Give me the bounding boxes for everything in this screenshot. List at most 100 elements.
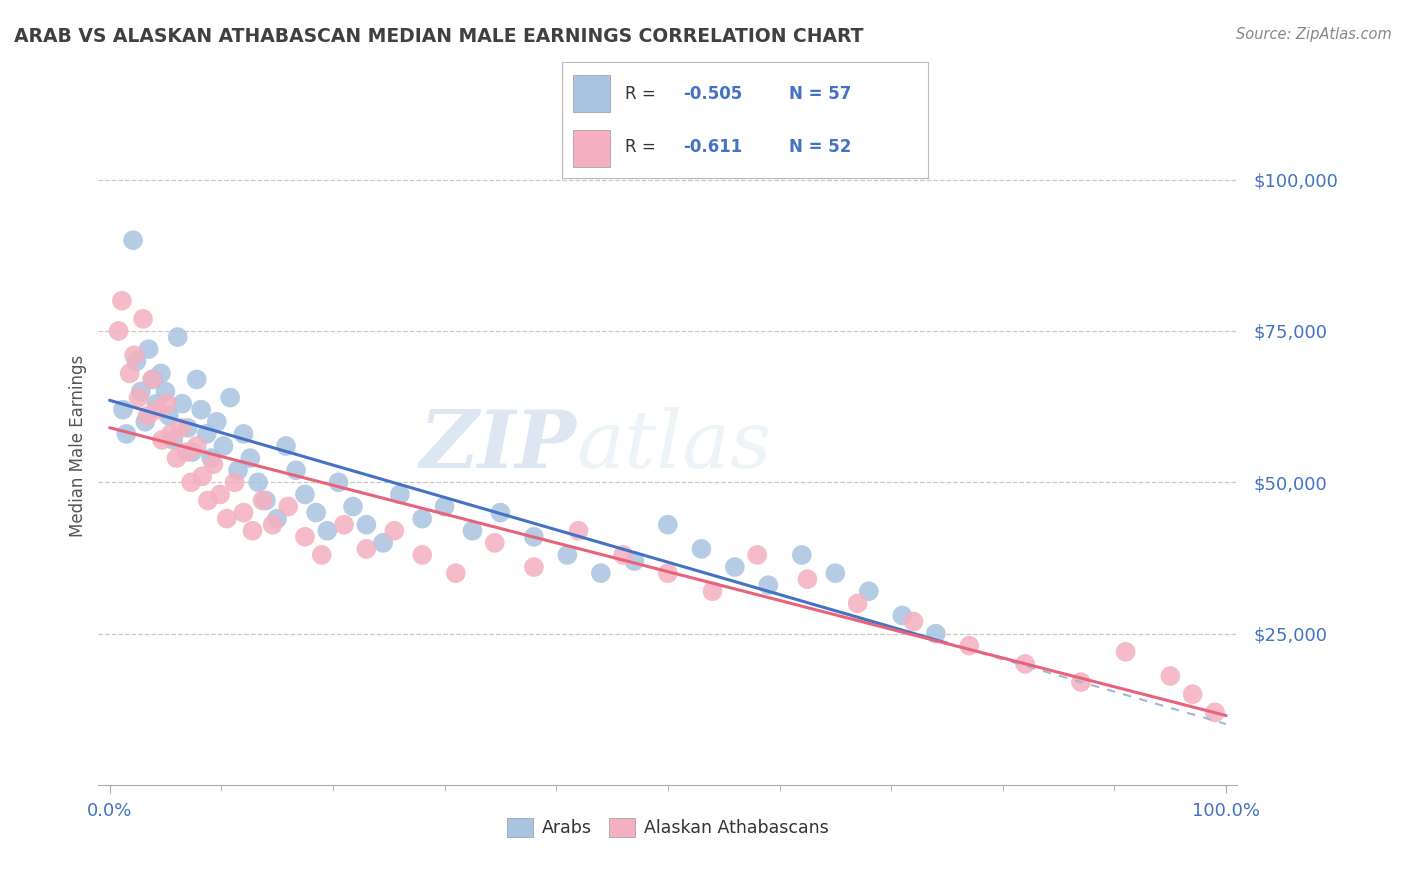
Point xyxy=(111,293,134,308)
Point xyxy=(333,517,356,532)
Point xyxy=(146,402,169,417)
Point xyxy=(846,596,869,610)
Point xyxy=(411,548,433,562)
Point xyxy=(371,536,394,550)
Point xyxy=(122,348,145,362)
Point xyxy=(177,421,200,435)
Point xyxy=(444,566,467,581)
Point xyxy=(523,560,546,574)
Point xyxy=(262,517,284,532)
Point xyxy=(523,530,546,544)
Point xyxy=(142,372,165,386)
Point xyxy=(589,566,612,581)
Point xyxy=(197,493,219,508)
Point xyxy=(1181,687,1204,701)
Point xyxy=(1115,645,1137,659)
Point xyxy=(190,402,212,417)
Point xyxy=(557,548,579,562)
Point xyxy=(305,506,328,520)
Text: ARAB VS ALASKAN ATHABASCAN MEDIAN MALE EARNINGS CORRELATION CHART: ARAB VS ALASKAN ATHABASCAN MEDIAN MALE E… xyxy=(14,27,863,45)
Point xyxy=(484,536,506,550)
Point xyxy=(489,506,512,520)
Point xyxy=(252,493,274,508)
Point xyxy=(195,426,218,441)
Point xyxy=(294,530,316,544)
FancyBboxPatch shape xyxy=(574,75,610,112)
Point xyxy=(382,524,405,538)
Text: N = 52: N = 52 xyxy=(789,138,852,156)
Point xyxy=(1204,706,1226,720)
Point xyxy=(205,415,228,429)
Point xyxy=(623,554,645,568)
Point xyxy=(433,500,456,514)
Point xyxy=(316,524,339,538)
Point xyxy=(215,511,238,525)
Text: R =: R = xyxy=(624,85,661,103)
Point xyxy=(796,572,818,586)
Point xyxy=(724,560,747,574)
Point xyxy=(209,487,232,501)
Point xyxy=(239,451,262,466)
Text: ZIP: ZIP xyxy=(420,408,576,484)
Point xyxy=(166,330,188,344)
Point xyxy=(657,517,679,532)
Point xyxy=(162,433,184,447)
Point xyxy=(128,391,150,405)
Point xyxy=(176,445,198,459)
Point xyxy=(129,384,152,399)
Point xyxy=(157,409,180,423)
Point xyxy=(212,439,235,453)
Point xyxy=(925,626,948,640)
Point xyxy=(1014,657,1036,671)
Point xyxy=(200,451,222,466)
Legend: Arabs, Alaskan Athabascans: Arabs, Alaskan Athabascans xyxy=(501,811,835,844)
Point xyxy=(141,372,163,386)
Point xyxy=(356,517,378,532)
Point xyxy=(136,409,159,423)
FancyBboxPatch shape xyxy=(574,129,610,167)
Point xyxy=(191,469,214,483)
Point xyxy=(858,584,880,599)
Point xyxy=(277,500,299,514)
Point xyxy=(134,415,156,429)
Point xyxy=(567,524,589,538)
Point xyxy=(790,548,813,562)
Point xyxy=(657,566,679,581)
Point xyxy=(155,396,177,410)
Point xyxy=(150,433,173,447)
Point xyxy=(891,608,914,623)
Point xyxy=(138,342,160,356)
Point xyxy=(166,451,188,466)
Point xyxy=(186,439,208,453)
Point xyxy=(311,548,333,562)
Point xyxy=(125,354,148,368)
Point xyxy=(226,463,249,477)
Point xyxy=(155,384,177,399)
Text: N = 57: N = 57 xyxy=(789,85,852,103)
Point xyxy=(824,566,846,581)
Text: atlas: atlas xyxy=(576,408,772,484)
Point xyxy=(1159,669,1181,683)
Text: -0.611: -0.611 xyxy=(683,138,742,156)
Point xyxy=(149,367,172,381)
Point xyxy=(181,445,204,459)
Point xyxy=(202,457,225,471)
Point xyxy=(903,615,925,629)
Point xyxy=(122,233,145,247)
Text: Source: ZipAtlas.com: Source: ZipAtlas.com xyxy=(1236,27,1392,42)
Point xyxy=(612,548,634,562)
Point xyxy=(254,493,277,508)
Point xyxy=(242,524,264,538)
Point xyxy=(285,463,308,477)
Point xyxy=(160,426,183,441)
Point xyxy=(342,500,364,514)
Point xyxy=(115,426,138,441)
Point xyxy=(232,426,254,441)
Point xyxy=(172,396,194,410)
Point xyxy=(111,402,134,417)
Point xyxy=(328,475,350,490)
Y-axis label: Median Male Earnings: Median Male Earnings xyxy=(69,355,87,537)
Point xyxy=(747,548,769,562)
Point xyxy=(690,541,713,556)
Point xyxy=(388,487,411,501)
